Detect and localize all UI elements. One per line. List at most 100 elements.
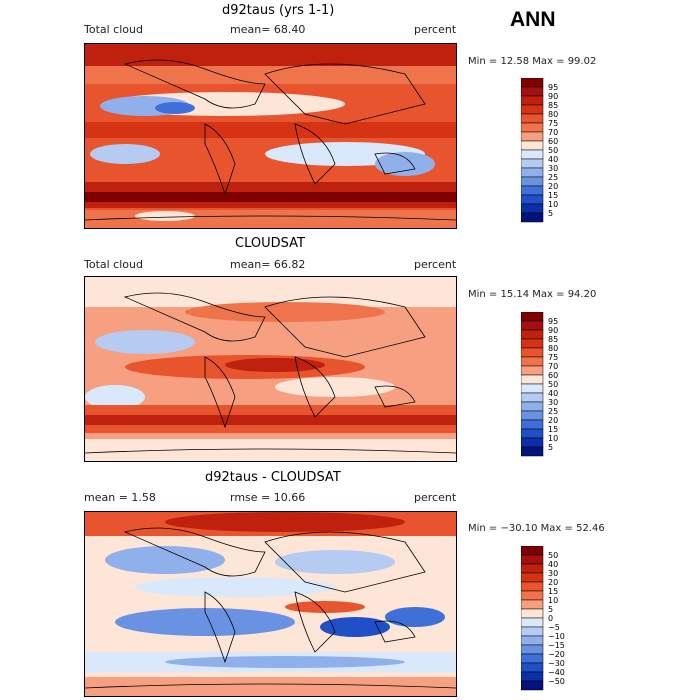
colorbar-swatch <box>520 572 544 583</box>
colorbar-swatch <box>520 554 544 565</box>
colorbar-label: 50 <box>548 146 558 155</box>
panel2-map-graphic <box>85 277 456 461</box>
colorbar-swatch <box>520 338 544 349</box>
colorbar-label: −15 <box>548 641 565 650</box>
colorbar-label: 40 <box>548 389 558 398</box>
colorbar-swatch <box>520 671 544 682</box>
colorbar-swatch <box>520 401 544 412</box>
colorbar-label: 20 <box>548 416 558 425</box>
colorbar-label: 10 <box>548 434 558 443</box>
colorbar-label: 5 <box>548 605 553 614</box>
colorbar-swatch <box>520 374 544 385</box>
colorbar-label: −40 <box>548 668 565 677</box>
colorbar-swatch <box>520 113 544 124</box>
colorbar-swatch <box>520 320 544 331</box>
colorbar-label: 40 <box>548 155 558 164</box>
colorbar-swatch <box>520 608 544 619</box>
panel3-rmse-label: rmse = 10.66 <box>230 491 306 504</box>
panel2-mean-label: mean= 66.82 <box>230 258 306 271</box>
colorbar-swatch <box>520 212 544 223</box>
colorbar-label: −30 <box>548 659 565 668</box>
colorbar-swatch <box>520 383 544 394</box>
season-title: ANN <box>510 8 556 31</box>
colorbar-swatch <box>520 419 544 430</box>
panel3-colorbar: 50 40 30 20 15 10 5 0 −5 −10 −15 −20 −30 −40 −50 <box>520 545 581 700</box>
colorbar-swatch <box>520 599 544 610</box>
colorbar-label: 95 <box>548 317 558 326</box>
colorbar-label: 80 <box>548 344 558 353</box>
colorbar-label: 10 <box>548 596 558 605</box>
colorbar-swatch <box>520 347 544 358</box>
colorbar-label: −50 <box>548 677 565 686</box>
colorbar-swatch <box>520 581 544 592</box>
colorbar-swatch <box>520 185 544 196</box>
panel2-map <box>84 276 457 462</box>
colorbar-label: 95 <box>548 83 558 92</box>
colorbar-label: 40 <box>548 560 558 569</box>
colorbar-label: 30 <box>548 398 558 407</box>
colorbar-swatch <box>520 410 544 421</box>
colorbar-label: 80 <box>548 110 558 119</box>
colorbar-swatch <box>520 590 544 601</box>
colorbar-swatch <box>520 680 544 691</box>
panel2-left-label: Total cloud <box>84 258 143 271</box>
colorbar-label: 15 <box>548 425 558 434</box>
panel1-map <box>84 43 457 229</box>
colorbar-swatch <box>520 122 544 133</box>
colorbar-swatch <box>520 563 544 574</box>
panel3-mean-label: mean = 1.58 <box>84 491 156 504</box>
colorbar-label: 5 <box>548 443 553 452</box>
colorbar-swatch <box>520 356 544 367</box>
colorbar-label: 5 <box>548 209 553 218</box>
colorbar-swatch <box>520 158 544 169</box>
panel3-units-label: percent <box>414 491 457 504</box>
panel2-colorbar: 95 90 85 80 75 70 60 50 40 30 25 20 15 10 5 <box>520 311 581 466</box>
colorbar-label: 85 <box>548 101 558 110</box>
panel1-colorbar: 95 90 85 80 75 70 60 50 40 30 25 20 15 10 5 <box>520 77 581 232</box>
colorbar-label: 25 <box>548 407 558 416</box>
colorbar-swatch <box>520 86 544 97</box>
colorbar-swatch <box>520 653 544 664</box>
colorbar-swatch <box>520 446 544 457</box>
colorbar-swatch <box>520 131 544 142</box>
colorbar-label: 15 <box>548 587 558 596</box>
colorbar-swatch <box>520 140 544 151</box>
colorbar-label: 60 <box>548 371 558 380</box>
colorbar-label: 30 <box>548 164 558 173</box>
colorbar-label: −5 <box>548 623 560 632</box>
colorbar-label: 85 <box>548 335 558 344</box>
colorbar-label: 70 <box>548 128 558 137</box>
colorbar-label: 70 <box>548 362 558 371</box>
colorbar-swatch <box>520 428 544 439</box>
panel1-minmax: Min = 12.58 Max = 99.02 <box>468 56 597 67</box>
colorbar-swatch <box>520 644 544 655</box>
panel3-minmax: Min = −30.10 Max = 52.46 <box>468 523 605 534</box>
panel1-map-graphic <box>85 44 456 228</box>
colorbar-label: 50 <box>548 551 558 560</box>
colorbar-swatch <box>520 203 544 214</box>
colorbar-label: −10 <box>548 632 565 641</box>
colorbar-label: 0 <box>548 614 553 623</box>
colorbar-swatch <box>520 437 544 448</box>
colorbar-swatch <box>520 545 544 556</box>
panel1-left-label: Total cloud <box>84 23 143 36</box>
colorbar-label: 20 <box>548 182 558 191</box>
colorbar-swatch <box>520 392 544 403</box>
panel3-title: d92taus - CLOUDSAT <box>205 470 341 485</box>
colorbar-label: 20 <box>548 578 558 587</box>
colorbar-swatch <box>520 365 544 376</box>
panel2-title: CLOUDSAT <box>235 236 305 251</box>
colorbar-swatch <box>520 617 544 628</box>
colorbar-label: 75 <box>548 119 558 128</box>
panel3-map <box>84 511 457 697</box>
panel3-map-graphic <box>85 512 456 696</box>
colorbar-swatch <box>520 95 544 106</box>
colorbar-label: 15 <box>548 191 558 200</box>
colorbar-swatch <box>520 662 544 673</box>
panel2-minmax: Min = 15.14 Max = 94.20 <box>468 289 597 300</box>
colorbar-label: 25 <box>548 173 558 182</box>
colorbar-label: 60 <box>548 137 558 146</box>
colorbar-swatch <box>520 329 544 340</box>
colorbar-label: 30 <box>548 569 558 578</box>
